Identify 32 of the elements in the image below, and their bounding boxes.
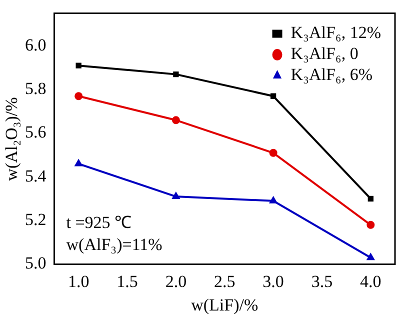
point — [270, 93, 276, 99]
legend-label: K₃AlF₆, 12% — [290, 23, 382, 42]
annotation: t =925 ℃ — [66, 212, 133, 234]
x-tick-label: 1.5 — [116, 272, 138, 291]
y-tick-label: 5.2 — [25, 210, 46, 230]
point — [74, 158, 83, 166]
x-tick-label: 3.0 — [262, 272, 284, 291]
point — [172, 116, 180, 124]
annotation: w(AlF₃)=11% — [66, 234, 162, 256]
point — [74, 92, 83, 100]
x-tick-label: 2.5 — [214, 272, 236, 291]
y-tick-label: 6.0 — [25, 35, 46, 54]
y-tick-label: 5.0 — [25, 254, 46, 273]
legend-label: K₃AlF₆, 6% — [290, 65, 373, 84]
x-axis-title: w(LiF)/% — [191, 295, 258, 314]
y-tick-label: 5.8 — [25, 79, 46, 98]
point — [173, 71, 179, 78]
y-axis-title: w(Al₂O₃)/% — [2, 96, 22, 180]
point — [368, 196, 374, 202]
x-tick-label: 1.0 — [68, 272, 90, 291]
point — [76, 62, 82, 68]
point — [366, 252, 375, 260]
x-tick-label: 2.0 — [165, 272, 187, 291]
point — [269, 148, 278, 157]
x-tick-label: 3.5 — [311, 272, 333, 291]
point — [366, 220, 375, 229]
x-tick-label: 4.0 — [360, 272, 382, 291]
y-tick-label: 5.4 — [25, 166, 47, 186]
point — [268, 196, 278, 204]
y-tick-label: 5.6 — [25, 122, 46, 142]
legend-label: K₃AlF₆, 0 — [290, 44, 358, 64]
point — [172, 192, 180, 200]
